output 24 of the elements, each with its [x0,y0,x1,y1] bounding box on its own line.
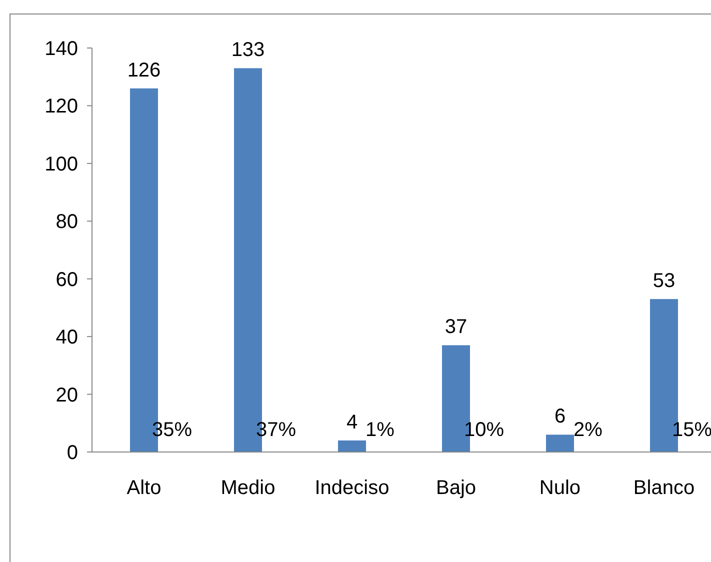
data-label: 6 [554,406,566,428]
annotation: 2% [574,419,603,441]
y-tick-label: 100 [44,153,78,176]
y-tick-label: 0 [66,442,78,464]
data-label: 53 [652,270,676,292]
y-tick-label: 80 [56,211,78,234]
x-tick-label: Medio [220,477,276,499]
x-tick-label: Indeciso [314,477,390,499]
x-tick-label: Blanco [633,477,695,499]
annotation: 1% [366,419,395,441]
data-label: 133 [231,39,265,62]
x-tick-label: Alto [126,477,162,499]
data-label: 37 [444,316,468,338]
y-tick-label: 60 [56,268,78,291]
data-label: 126 [127,59,161,82]
y-tick-label: 140 [44,38,78,60]
y-tick-label: 20 [56,384,78,406]
y-tick-label: 120 [44,96,78,118]
bar [546,434,574,452]
bar [338,440,366,452]
x-tick-label: Bajo [436,477,476,499]
data-label: 4 [346,411,358,434]
x-tick-label: Nulo [539,477,581,499]
y-tick-label: 40 [56,326,78,349]
